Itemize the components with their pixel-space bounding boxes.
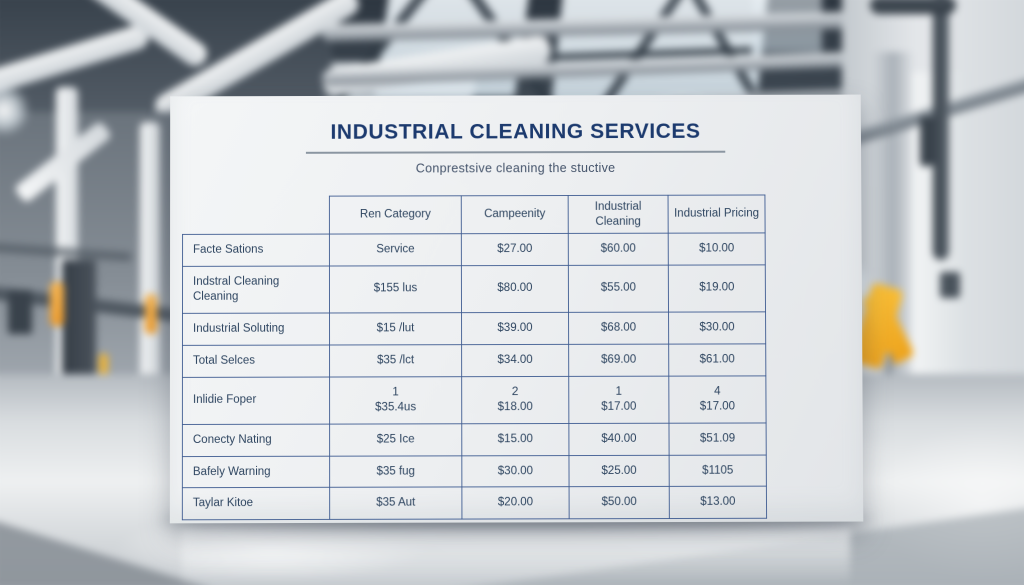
row-label: Inlidie Foper xyxy=(182,376,330,425)
table-row: Industrial Soluting $15 /lut $39.00 $68.… xyxy=(182,311,766,346)
wall-pipe-vertical xyxy=(933,0,949,260)
price-cell: $80.00 xyxy=(461,265,569,313)
price-table: Ren Category Campeenity Industrial Clean… xyxy=(182,194,767,521)
pricing-poster: INDUSTRIAL CLEANING SERVICES Conprestsiv… xyxy=(169,94,864,524)
small-yellow-cone xyxy=(99,354,108,374)
table-row: Facte Sations Service $27.00 $60.00 $10.… xyxy=(182,232,766,267)
table-row: Conecty Nating $25 Ice $15.00 $40.00 $51… xyxy=(182,422,767,457)
pipe-bracket xyxy=(920,116,933,166)
price-cell: $30.00 xyxy=(461,455,570,488)
table-row: Taylar Kitoe $35 Aut $20.00 $50.00 $13.0… xyxy=(182,486,767,521)
price-cell: $15.00 xyxy=(461,423,569,456)
price-cell: $39.00 xyxy=(461,312,569,345)
price-cell: 1 $17.00 xyxy=(568,375,669,424)
price-cell: $60.00 xyxy=(568,233,669,266)
row-label: Conecty Nating xyxy=(182,423,330,457)
price-cell: $25.00 xyxy=(568,454,670,488)
header-cell-industrial-cleaning: Industrial Cleaning xyxy=(568,195,669,234)
row-label: Indstral Cleaning Cleaning xyxy=(182,265,330,314)
header-cell-industrial-pricing: Industrial Pricing xyxy=(668,194,766,234)
price-cell: $61.00 xyxy=(668,343,766,376)
orange-pillar-marker xyxy=(145,294,157,334)
price-cell: $27.00 xyxy=(461,233,569,266)
price-cell: $55.00 xyxy=(568,265,669,313)
row-label: Total Selces xyxy=(182,344,330,378)
price-cell: $19.00 xyxy=(668,264,766,312)
table-row: Total Selces $35 /lct $34.00 $69.00 $61.… xyxy=(182,343,766,378)
header-cell-ren-category: Ren Category xyxy=(329,195,462,235)
price-cell: 1 $35.4us xyxy=(329,376,462,424)
price-cell: $15 /lut xyxy=(329,312,462,345)
price-cell: $40.00 xyxy=(568,422,670,456)
pipe-stub xyxy=(940,272,960,298)
card-floor-reflection xyxy=(182,526,850,585)
price-cell: $50.00 xyxy=(569,486,670,520)
header-cell-campeenity: Campeenity xyxy=(461,195,569,234)
price-cell: $1105 xyxy=(669,454,767,487)
row-label: Facte Sations xyxy=(182,234,330,267)
pipe-elbow xyxy=(870,0,956,14)
price-cell: $25 Ice xyxy=(329,423,462,456)
price-cell: $155 lus xyxy=(329,265,462,313)
price-cell: $51.09 xyxy=(668,422,767,455)
price-cell: $35 Aut xyxy=(329,487,462,520)
price-cell: $34.00 xyxy=(461,344,569,377)
price-cell: $35 /lct xyxy=(329,344,462,377)
price-cell: $10.00 xyxy=(668,232,766,266)
row-label: Taylar Kitoe xyxy=(182,487,330,521)
title-underline xyxy=(305,150,726,154)
price-cell: Service xyxy=(329,233,462,266)
poster-title: INDUSTRIAL CLEANING SERVICES xyxy=(330,119,701,144)
table-row: Indstral Cleaning Cleaning $155 lus $80.… xyxy=(182,264,766,314)
price-cell: $68.00 xyxy=(568,311,669,345)
table-row: Inlidie Foper 1 $35.4us 2 $18.00 1 $17.0… xyxy=(182,375,767,425)
header-cell-empty xyxy=(183,196,330,234)
price-table-body: Facte Sations Service $27.00 $60.00 $10.… xyxy=(182,232,767,521)
price-cell: 4 $17.00 xyxy=(668,375,767,423)
price-cell: $30.00 xyxy=(668,311,766,344)
dark-door xyxy=(62,260,96,375)
equipment-box xyxy=(8,290,32,334)
white-frame-pillar xyxy=(140,122,160,422)
orange-pillar-marker xyxy=(50,282,64,326)
table-row: Bafely Warning $35 fug $30.00 $25.00 $11… xyxy=(182,454,767,489)
price-cell: $13.00 xyxy=(669,486,767,519)
price-cell: $69.00 xyxy=(568,343,669,377)
header-row: Ren Category Campeenity Industrial Clean… xyxy=(183,194,766,235)
row-label: Industrial Soluting xyxy=(182,312,330,346)
poster-subtitle: Conprestsive cleaning the stuctive xyxy=(415,160,616,176)
price-cell: 2 $18.00 xyxy=(461,376,569,424)
price-cell: $20.00 xyxy=(461,487,570,520)
row-label: Bafely Warning xyxy=(182,455,330,489)
price-cell: $35 fug xyxy=(329,455,462,488)
